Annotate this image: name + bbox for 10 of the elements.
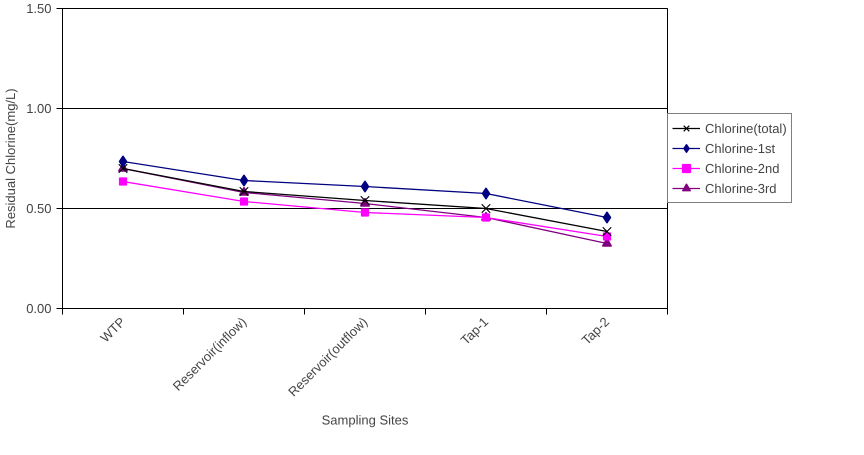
y-tick-label: 0.50 (26, 201, 52, 216)
legend-label: Chlorine-1st (705, 140, 776, 156)
legend-label: Chlorine-3rd (705, 180, 777, 196)
legend-label: Chlorine-2nd (705, 160, 780, 176)
y-tick-label: 0.00 (26, 301, 52, 316)
y-axis-title: Residual Chlorine(mg/L) (3, 88, 18, 229)
y-tick-label: 1.50 (26, 1, 52, 16)
y-tick-label: 1.00 (26, 101, 52, 116)
x-axis-title: Sampling Sites (322, 412, 409, 428)
legend-label: Chlorine(total) (705, 120, 787, 136)
